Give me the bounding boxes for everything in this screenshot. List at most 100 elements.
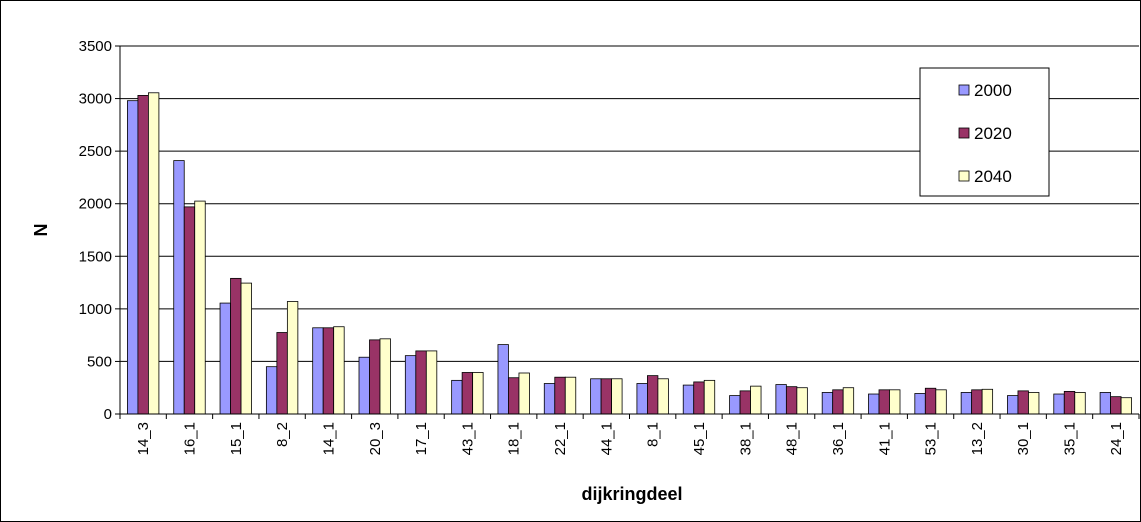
x-tick-label: 48_1 bbox=[784, 422, 801, 455]
bar-2000-44_1 bbox=[590, 378, 602, 415]
bar-2040-43_1 bbox=[472, 372, 484, 415]
bar-2020-43_1 bbox=[461, 372, 474, 415]
bar-2000-13_2 bbox=[960, 392, 973, 415]
y-tick-label: 1000 bbox=[79, 301, 112, 318]
bar-2020-48_1 bbox=[785, 386, 798, 415]
bar-2020-53_1 bbox=[924, 387, 937, 415]
bar-2040-41_1 bbox=[889, 389, 901, 415]
x-tick-label: 36_1 bbox=[830, 422, 847, 455]
bar-2040-24_1 bbox=[1120, 397, 1132, 415]
legend-label-2020: 2020 bbox=[974, 124, 1012, 143]
bar-2000-24_1 bbox=[1099, 392, 1111, 415]
legend-swatch-2000 bbox=[958, 84, 970, 96]
bar-2040-44_1 bbox=[611, 378, 623, 415]
legend-swatch-2040 bbox=[958, 170, 970, 182]
bar-2040-17_1 bbox=[425, 350, 438, 415]
bar-2040-38_1 bbox=[750, 385, 762, 415]
bar-2020-36_1 bbox=[832, 389, 844, 415]
bar-2000-17_1 bbox=[404, 355, 417, 415]
y-tick-label: 0 bbox=[104, 406, 112, 423]
bar-2000-8_1 bbox=[636, 383, 648, 415]
x-tick-label: 38_1 bbox=[737, 422, 754, 455]
bar-2020-8_2 bbox=[276, 332, 288, 415]
x-tick-label: 35_1 bbox=[1062, 422, 1079, 455]
y-tick-label: 500 bbox=[87, 353, 112, 370]
legend-swatch-2020 bbox=[958, 127, 970, 139]
bar-2040-45_1 bbox=[703, 379, 716, 415]
x-tick-label: 22_1 bbox=[552, 422, 569, 455]
bar-2040-48_1 bbox=[796, 387, 808, 415]
bar-2040-14_3 bbox=[148, 92, 160, 415]
y-axis-title: N bbox=[31, 224, 51, 237]
bar-2020-8_1 bbox=[647, 375, 659, 415]
bar-2040-8_1 bbox=[657, 378, 669, 415]
bar-2020-14_1 bbox=[322, 327, 335, 415]
y-tick-label: 2500 bbox=[79, 143, 112, 160]
x-tick-label: 17_1 bbox=[413, 422, 430, 455]
bar-2040-22_1 bbox=[564, 376, 577, 415]
x-tick-label: 8_1 bbox=[645, 422, 662, 447]
bar-2020-24_1 bbox=[1110, 396, 1122, 415]
x-tick-label: 8_2 bbox=[274, 422, 291, 447]
x-tick-label: 14_3 bbox=[135, 422, 152, 455]
bar-2020-16_1 bbox=[183, 206, 196, 415]
axes bbox=[115, 45, 1140, 419]
bar-2000-41_1 bbox=[868, 393, 880, 415]
bar-2020-30_1 bbox=[1017, 390, 1029, 415]
x-tick-labels: 14_3 16_1 15_1 8_2 14_1 20_3 17_1 43_1 18_1 22_1 4… bbox=[135, 422, 1125, 455]
bar-2040-36_1 bbox=[842, 387, 855, 415]
bar-2040-16_1 bbox=[194, 200, 206, 415]
x-tick-label: 16_1 bbox=[181, 422, 198, 455]
bar-2000-45_1 bbox=[682, 384, 695, 415]
y-tick-label: 3500 bbox=[79, 38, 112, 55]
bar-2000-14_3 bbox=[127, 100, 139, 415]
bar-2020-38_1 bbox=[739, 390, 751, 415]
y-tick-label: 1500 bbox=[79, 248, 112, 265]
bar-2000-36_1 bbox=[821, 392, 834, 415]
bar-2040-18_1 bbox=[518, 372, 530, 415]
x-tick-label: 41_1 bbox=[876, 422, 893, 455]
bar-2040-8_2 bbox=[286, 301, 299, 415]
x-tick-label: 30_1 bbox=[1015, 422, 1032, 455]
x-tick-label: 20_3 bbox=[367, 422, 384, 455]
x-tick-label: 53_1 bbox=[923, 422, 940, 455]
bar-2040-53_1 bbox=[935, 389, 947, 415]
bar-2040-20_3 bbox=[379, 338, 391, 415]
bar-2000-22_1 bbox=[543, 383, 556, 415]
legend: 2000 2020 2040 bbox=[919, 67, 1050, 197]
bar-2020-13_2 bbox=[971, 389, 983, 415]
bar-2000-43_1 bbox=[451, 379, 463, 415]
y-tick-label: 2000 bbox=[79, 196, 112, 213]
x-axis-title: dijkringdeel bbox=[581, 484, 682, 504]
bar-2040-15_1 bbox=[240, 282, 252, 415]
bar-2020-14_3 bbox=[137, 95, 149, 415]
bar-2000-38_1 bbox=[729, 395, 741, 415]
x-tick-label: 13_2 bbox=[969, 422, 986, 455]
bar-2020-44_1 bbox=[600, 378, 612, 415]
bar-2020-20_3 bbox=[369, 339, 381, 415]
bar-2020-17_1 bbox=[415, 350, 427, 415]
bar-2000-14_1 bbox=[312, 327, 324, 415]
legend-box bbox=[919, 67, 1050, 197]
bar-2000-48_1 bbox=[775, 384, 787, 415]
y-tick-label: 3000 bbox=[79, 91, 112, 108]
x-tick-label: 43_1 bbox=[459, 422, 476, 455]
bar-2040-14_1 bbox=[333, 326, 345, 415]
bar-2020-22_1 bbox=[554, 376, 566, 415]
bar-2040-35_1 bbox=[1074, 392, 1086, 415]
bar-2040-13_2 bbox=[981, 388, 994, 415]
bar-2000-35_1 bbox=[1053, 393, 1065, 415]
x-tick-label: 14_1 bbox=[320, 422, 337, 455]
x-tick-label: 44_1 bbox=[598, 422, 615, 455]
bar-2020-15_1 bbox=[230, 277, 242, 415]
bar-2000-8_2 bbox=[265, 366, 278, 415]
y-tick-labels: 0 500 1000 1500 2000 2500 3000 3500 bbox=[79, 38, 112, 423]
bar-2000-30_1 bbox=[1007, 395, 1019, 415]
bar-2020-41_1 bbox=[878, 389, 890, 415]
x-tick-label: 18_1 bbox=[506, 422, 523, 455]
x-tick-label: 45_1 bbox=[691, 422, 708, 455]
bar-2000-15_1 bbox=[219, 302, 231, 415]
bar-2040-30_1 bbox=[1028, 392, 1040, 415]
bar-2020-35_1 bbox=[1063, 390, 1076, 415]
bar-2000-20_3 bbox=[358, 356, 370, 415]
